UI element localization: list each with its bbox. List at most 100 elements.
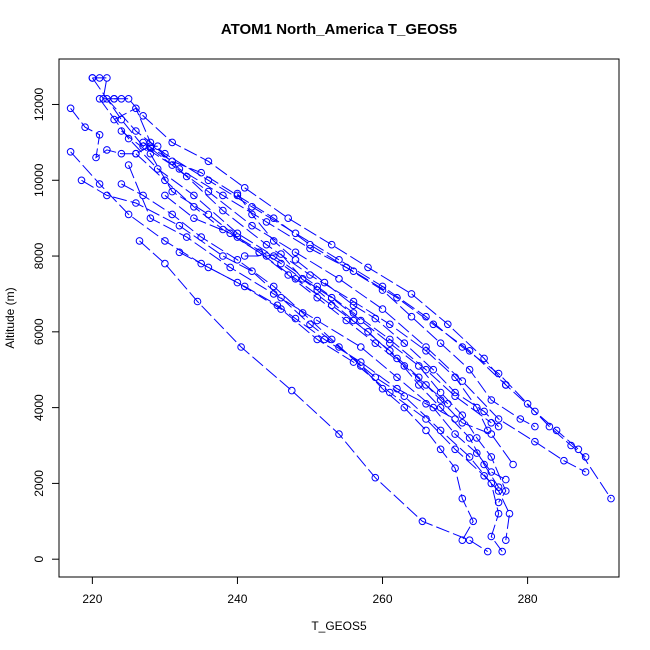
data-point xyxy=(531,422,539,431)
data-point xyxy=(494,415,503,423)
data-point xyxy=(422,426,430,435)
data-point xyxy=(458,419,467,427)
data-point xyxy=(342,263,351,272)
series-16 xyxy=(233,189,503,431)
data-point xyxy=(291,229,300,238)
data-point xyxy=(357,316,365,325)
data-point xyxy=(483,426,492,435)
data-point xyxy=(371,339,380,348)
data-point xyxy=(458,494,467,503)
series-line xyxy=(81,179,503,552)
series-line xyxy=(113,107,612,499)
data-point xyxy=(124,210,133,219)
data-point xyxy=(233,278,242,287)
data-point xyxy=(204,157,213,166)
y-tick-label: 2000 xyxy=(32,470,46,497)
series-19 xyxy=(161,191,452,408)
data-point xyxy=(422,347,430,355)
data-point xyxy=(233,229,242,238)
data-point xyxy=(473,449,481,457)
data-point xyxy=(378,384,387,393)
data-point xyxy=(298,275,307,283)
data-point xyxy=(190,203,198,211)
data-point xyxy=(219,252,227,260)
data-point xyxy=(469,517,478,526)
series-3 xyxy=(66,148,514,545)
data-point xyxy=(88,74,97,82)
data-point xyxy=(436,445,445,454)
data-point xyxy=(291,314,300,323)
data-point xyxy=(103,74,111,82)
data-point xyxy=(77,176,86,185)
data-point xyxy=(306,240,314,249)
series-8 xyxy=(110,95,510,389)
series-line xyxy=(236,193,499,427)
data-point xyxy=(371,473,380,482)
data-point xyxy=(313,335,322,344)
data-point xyxy=(335,275,343,283)
y-axis-label: Altitude (m) xyxy=(3,287,17,348)
data-point xyxy=(400,362,409,370)
data-point xyxy=(95,131,104,139)
data-point xyxy=(237,343,245,351)
data-point xyxy=(393,354,401,363)
data-point xyxy=(146,214,155,222)
series-6 xyxy=(103,95,590,461)
data-point xyxy=(153,165,162,173)
data-point xyxy=(233,191,242,200)
data-point xyxy=(429,403,438,412)
data-point xyxy=(182,172,191,181)
data-point xyxy=(494,498,503,507)
series-5 xyxy=(95,95,496,427)
data-point xyxy=(400,339,409,348)
data-point xyxy=(327,293,336,302)
data-point xyxy=(255,248,264,257)
data-point xyxy=(465,453,474,461)
chart-title: ATOM1 North_America T_GEOS5 xyxy=(221,21,457,38)
data-point xyxy=(480,354,488,363)
series-line xyxy=(70,107,158,159)
data-point xyxy=(139,112,147,120)
data-point xyxy=(197,233,205,241)
data-point xyxy=(393,384,401,393)
data-point xyxy=(487,479,496,488)
data-point xyxy=(386,388,394,397)
data-point xyxy=(335,343,343,351)
y-tick-label: 6000 xyxy=(32,318,46,345)
data-point xyxy=(458,377,467,385)
data-point xyxy=(313,293,322,302)
data-point xyxy=(465,536,474,545)
data-point xyxy=(531,437,539,446)
data-point xyxy=(574,445,583,454)
data-point xyxy=(560,456,568,465)
data-point xyxy=(175,165,184,173)
data-point xyxy=(487,430,496,438)
data-point xyxy=(273,301,282,310)
y-tick-label: 0 xyxy=(32,556,46,563)
data-point xyxy=(240,184,249,192)
data-point xyxy=(95,95,104,103)
data-point xyxy=(291,256,300,264)
data-point xyxy=(262,240,271,249)
x-axis: 220 240 260 280 xyxy=(82,576,538,606)
data-point xyxy=(277,259,285,268)
series-line xyxy=(139,240,488,553)
data-point xyxy=(422,415,430,423)
data-point xyxy=(66,148,75,156)
data-point xyxy=(415,362,423,370)
data-point xyxy=(494,487,503,495)
data-point xyxy=(451,373,459,382)
data-point xyxy=(190,214,198,222)
data-point xyxy=(393,373,401,382)
y-tick-label: 8000 xyxy=(32,242,46,269)
series-line xyxy=(91,77,586,473)
data-point xyxy=(92,153,100,162)
data-point xyxy=(386,339,394,348)
data-point xyxy=(400,403,409,412)
data-point xyxy=(418,517,427,526)
data-point xyxy=(284,271,293,279)
data-point xyxy=(240,282,249,291)
data-point xyxy=(291,275,300,283)
series-10 xyxy=(135,237,492,556)
series-line xyxy=(128,164,507,481)
